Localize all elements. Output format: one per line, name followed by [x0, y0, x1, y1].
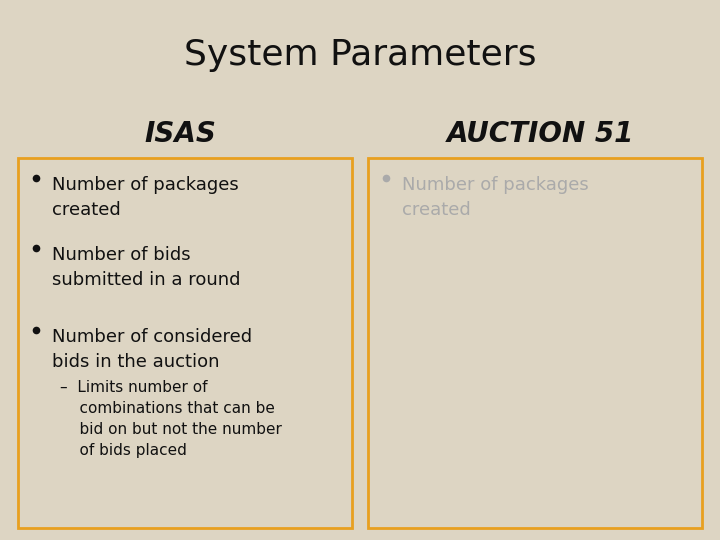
Text: System Parameters: System Parameters — [184, 38, 536, 72]
Text: Number of packages
created: Number of packages created — [402, 177, 589, 219]
FancyBboxPatch shape — [18, 158, 352, 528]
Text: Number of bids
submitted in a round: Number of bids submitted in a round — [52, 246, 240, 289]
FancyBboxPatch shape — [368, 158, 702, 528]
Text: ISAS: ISAS — [144, 120, 216, 148]
Text: Number of packages
created: Number of packages created — [52, 177, 239, 219]
Text: AUCTION 51: AUCTION 51 — [446, 120, 634, 148]
Text: Number of considered
bids in the auction: Number of considered bids in the auction — [52, 328, 252, 372]
Text: –  Limits number of
    combinations that can be
    bid on but not the number
 : – Limits number of combinations that can… — [60, 380, 282, 458]
